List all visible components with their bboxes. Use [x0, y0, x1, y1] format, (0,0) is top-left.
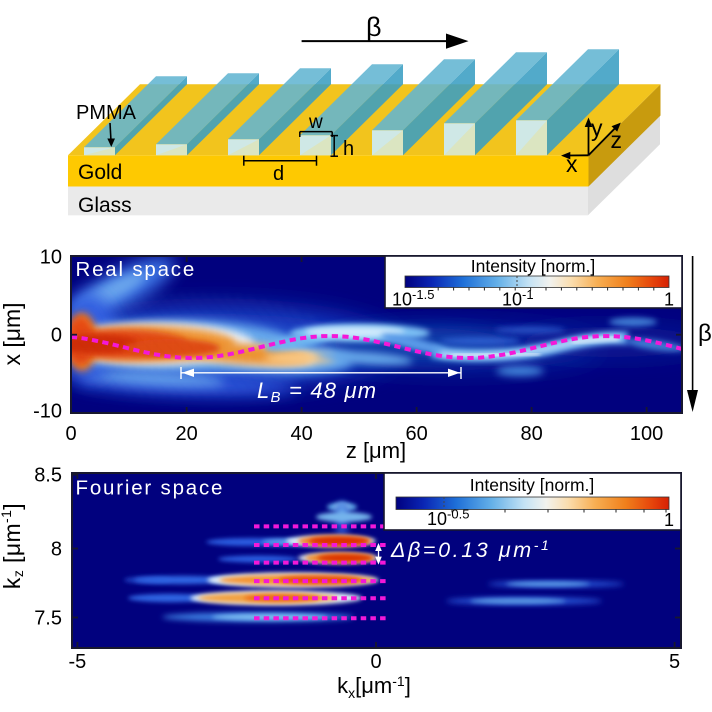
svg-text:7.5: 7.5	[34, 608, 62, 630]
svg-text:0: 0	[370, 651, 381, 673]
svg-text:Intensity [norm.]: Intensity [norm.]	[470, 475, 595, 495]
svg-text:x [μm]: x [μm]	[0, 302, 25, 365]
svg-text:20: 20	[175, 423, 197, 445]
svg-text:Δβ=0.13 μm-1: Δβ=0.13 μm-1	[390, 537, 551, 562]
svg-text:d: d	[273, 163, 284, 185]
svg-text:5: 5	[669, 651, 680, 673]
svg-text:PMMA: PMMA	[76, 102, 137, 124]
svg-text:60: 60	[405, 423, 427, 445]
svg-text:β: β	[366, 12, 382, 42]
svg-text:kz [μm-1]: kz [μm-1]	[0, 503, 26, 589]
svg-text:0: 0	[65, 423, 76, 445]
svg-text:40: 40	[290, 423, 312, 445]
svg-text:-10: -10	[33, 401, 62, 423]
svg-text:x: x	[566, 151, 578, 177]
svg-text:1: 1	[664, 510, 674, 530]
svg-text:1: 1	[664, 290, 674, 310]
svg-text:h: h	[343, 138, 354, 160]
svg-text:8: 8	[51, 539, 62, 561]
svg-text:Glass: Glass	[78, 194, 132, 217]
svg-text:80: 80	[520, 423, 542, 445]
svg-text:y: y	[591, 115, 603, 141]
svg-text:100: 100	[630, 423, 663, 445]
svg-text:8.5: 8.5	[34, 465, 62, 487]
svg-text:w: w	[308, 112, 323, 133]
svg-text:z: z	[611, 127, 623, 153]
svg-text:Intensity [norm.]: Intensity [norm.]	[471, 256, 596, 276]
svg-text:z [μm]: z [μm]	[346, 438, 406, 463]
svg-text:Real space: Real space	[76, 258, 197, 281]
svg-text:10: 10	[40, 247, 62, 269]
svg-text:Gold: Gold	[78, 161, 122, 184]
svg-text:β: β	[698, 320, 712, 347]
svg-text:-5: -5	[69, 651, 87, 673]
svg-text:0: 0	[51, 325, 62, 347]
svg-text:Fourier space: Fourier space	[76, 477, 225, 500]
